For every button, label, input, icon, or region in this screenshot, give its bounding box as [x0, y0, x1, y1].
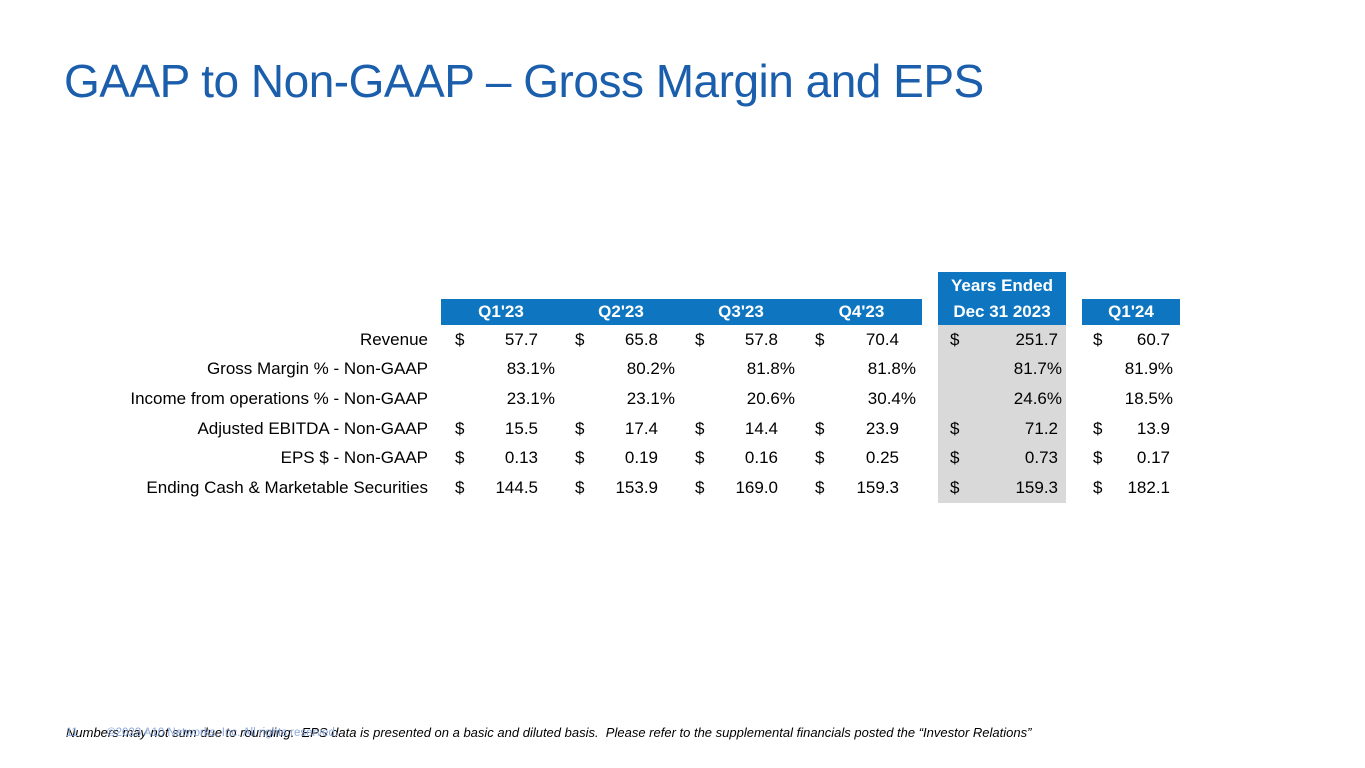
table-cell: $57.8 — [695, 329, 778, 349]
row-label: Income from operations % - Non-GAAP — [130, 388, 428, 408]
table-cell: $182.1 — [1093, 477, 1170, 497]
table-cell: $70.4 — [815, 329, 899, 349]
table-cell: 23.1% — [626, 388, 675, 408]
table-cell: 20.6% — [746, 388, 795, 408]
table-cell-annual: $0.73 — [950, 448, 1058, 468]
table-header-row: Q1'23 Q2'23 Q3'23 Q4'23 Years Ended Dec … — [66, 269, 1180, 325]
table-row-gross-margin: Gross Margin % - Non-GAAP 83.1% 80.2% 81… — [66, 355, 1180, 385]
table-cell: $0.19 — [575, 448, 658, 468]
column-header-q1-23: Q1'23 — [478, 302, 524, 321]
footnote-line1: Numbers may not sum due to rounding. EPS… — [66, 725, 1032, 740]
column-header-years-ended: Years Ended Dec 31 2023 — [938, 272, 1066, 325]
slide-title: GAAP to Non-GAAP – Gross Margin and EPS — [64, 55, 984, 107]
footnote: Numbers may not sum due to rounding. EPS… — [66, 679, 1141, 768]
annual-column-highlight — [938, 325, 1066, 503]
years-ended-line1: Years Ended — [950, 276, 1054, 295]
table-cell-annual: 24.6% — [1013, 388, 1062, 408]
table-cell: 23.1% — [506, 388, 555, 408]
table-cell: $159.3 — [815, 477, 899, 497]
table-row-income-from-operations: Income from operations % - Non-GAAP 23.1… — [66, 384, 1180, 414]
column-header-q4-23: Q4'23 — [838, 302, 885, 321]
table-row-ending-cash: Ending Cash & Marketable Securities $144… — [66, 473, 1180, 503]
quarter-header-bar: Q1'23 Q2'23 Q3'23 Q4'23 — [441, 299, 922, 325]
row-label: Revenue — [359, 329, 428, 349]
table-cell: $0.16 — [695, 448, 778, 468]
table-row-eps: EPS $ - Non-GAAP $0.13 $0.19 $0.16 $0.25… — [66, 443, 1180, 473]
column-header-q3-23: Q3'23 — [718, 302, 764, 321]
table-cell: $169.0 — [695, 477, 778, 497]
table-cell: 81.8% — [746, 359, 795, 379]
table-cell: 18.5% — [1124, 388, 1173, 408]
table-cell: $57.7 — [455, 329, 538, 349]
table-cell: $14.4 — [695, 418, 778, 438]
row-label: EPS $ - Non-GAAP — [280, 448, 428, 468]
table-cell: $0.25 — [815, 448, 899, 468]
table-cell-annual: $251.7 — [950, 329, 1058, 349]
table-cell: $144.5 — [455, 477, 538, 497]
table-cell: 81.8% — [867, 359, 916, 379]
table-cell: $60.7 — [1093, 329, 1170, 349]
page-number: 11 — [66, 727, 78, 739]
table-cell: $153.9 — [575, 477, 658, 497]
row-label: Gross Margin % - Non-GAAP — [206, 359, 428, 379]
years-ended-line2: Dec 31 2023 — [953, 302, 1051, 321]
row-label: Ending Cash & Marketable Securities — [146, 477, 428, 497]
table-cell: $0.13 — [455, 448, 538, 468]
table-row-revenue: Revenue $57.7 $65.8 $57.8 $70.4 $251.7 $… — [66, 325, 1180, 355]
column-header-q2-23: Q2'23 — [598, 302, 644, 321]
table-cell-annual: $159.3 — [950, 477, 1058, 497]
table-cell: $65.8 — [575, 329, 658, 349]
table-row-adjusted-ebitda: Adjusted EBITDA - Non-GAAP $15.5 $17.4 $… — [66, 414, 1180, 444]
table-cell-annual: $71.2 — [950, 418, 1058, 438]
table-cell: $13.9 — [1093, 418, 1170, 438]
financial-summary-table: Q1'23 Q2'23 Q3'23 Q4'23 Years Ended Dec … — [66, 269, 1180, 503]
slide-footer: 11 ©2023 A10 Networks, Inc. All rights r… — [66, 727, 338, 739]
table-cell: 30.4% — [867, 388, 916, 408]
table-cell: $15.5 — [455, 418, 538, 438]
table-cell: $23.9 — [815, 418, 899, 438]
column-header-q1-24: Q1'24 — [1082, 299, 1180, 325]
table-cell: 81.9% — [1124, 359, 1173, 379]
table-cell: $17.4 — [575, 418, 658, 438]
row-label: Adjusted EBITDA - Non-GAAP — [197, 418, 428, 438]
copyright-text: ©2023 A10 Networks, Inc. All rights rese… — [107, 727, 339, 739]
table-cell: 80.2% — [626, 359, 675, 379]
table-cell-annual: 81.7% — [1013, 359, 1062, 379]
table-cell: $0.17 — [1093, 448, 1170, 468]
table-cell: 83.1% — [506, 359, 555, 379]
